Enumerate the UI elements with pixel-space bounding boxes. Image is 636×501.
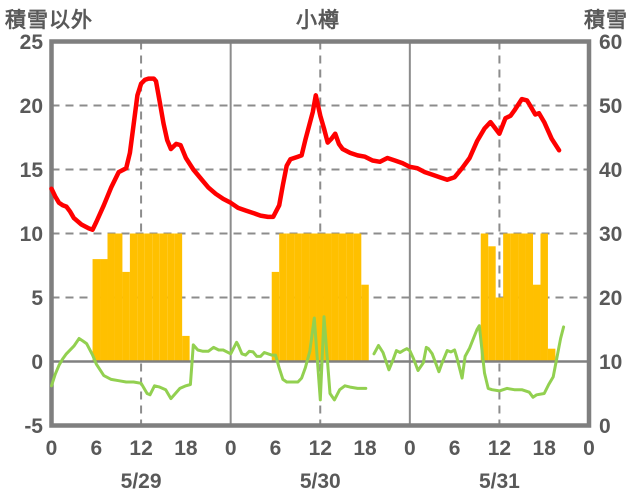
sunshine-bar	[144, 233, 153, 362]
left-axis-title: 積雪以外	[5, 9, 93, 32]
sunshine-bar	[174, 233, 183, 362]
sunshine-bar	[331, 233, 339, 362]
sunshine-bar	[137, 233, 145, 362]
sunshine-bar	[316, 233, 324, 362]
red-line	[49, 76, 562, 232]
green-line	[50, 315, 368, 402]
sunshine-bar	[518, 233, 526, 362]
sunshine-bar	[510, 233, 519, 362]
right-axis-tick: 30	[599, 223, 622, 246]
sunshine-bar	[159, 233, 168, 362]
green-line	[372, 324, 566, 399]
sunshine-bar	[525, 233, 534, 362]
sunshine-bar	[503, 233, 511, 362]
date-label: 5/29	[121, 470, 162, 493]
right-axis-tick: 20	[599, 287, 622, 310]
sunshine-bar	[309, 233, 317, 362]
left-axis-tick: 10	[20, 223, 43, 246]
left-axis-tick: 5	[31, 287, 43, 310]
right-axis-tick: 10	[599, 351, 622, 374]
sunshine-bar	[346, 233, 354, 362]
sunshine-bar	[92, 259, 101, 362]
sunshine-bar	[353, 233, 362, 362]
date-label: 5/30	[300, 470, 341, 493]
sunshine-bar	[547, 348, 556, 362]
hour-tick: 0	[583, 437, 595, 460]
hour-tick: 12	[309, 437, 332, 460]
hour-tick: 18	[533, 437, 557, 460]
sunshine-bar	[361, 284, 369, 362]
sunshine-bar	[271, 271, 280, 362]
sunshine-bar	[338, 233, 347, 362]
right-axis-tick: 0	[599, 415, 611, 438]
sunshine-bar	[301, 233, 310, 362]
sunshine-bar	[286, 233, 295, 362]
hour-tick: 12	[488, 437, 511, 460]
right-axis-tick: 40	[599, 159, 622, 182]
sunshine-bar	[279, 233, 287, 362]
left-axis-tick: -5	[24, 415, 43, 438]
hour-tick: 0	[225, 437, 237, 460]
left-axis-tick: 20	[20, 95, 43, 118]
sunshine-bar	[540, 233, 548, 362]
sunshine-bar	[107, 233, 115, 362]
hour-tick: 12	[129, 437, 152, 460]
left-axis-tick: 0	[31, 351, 43, 374]
date-label: 5/31	[479, 470, 520, 493]
sunshine-bar	[152, 233, 160, 362]
chart-title: 小樽	[296, 9, 340, 32]
sunshine-bar	[488, 246, 496, 362]
hour-tick: 0	[404, 437, 416, 460]
left-axis-tick: 15	[20, 159, 44, 182]
hour-tick: 18	[174, 437, 198, 460]
hour-tick: 18	[353, 437, 377, 460]
hour-tick: 0	[46, 437, 58, 460]
right-axis-title: 積雪	[584, 9, 628, 32]
plot-frame	[49, 39, 592, 428]
sunshine-bar	[495, 297, 504, 362]
right-axis-tick: 50	[599, 95, 622, 118]
hour-tick: 6	[270, 437, 282, 460]
hour-tick: 6	[90, 437, 102, 460]
sunshine-bar	[167, 233, 175, 362]
sunshine-bar	[294, 233, 302, 362]
sunshine-bar	[182, 335, 190, 362]
sunshine-bar	[114, 233, 123, 362]
hour-tick: 6	[449, 437, 461, 460]
right-axis-tick: 60	[599, 31, 622, 54]
sunshine-bar	[533, 284, 541, 362]
sunshine-bar	[480, 233, 489, 362]
left-axis-tick: 25	[20, 31, 44, 54]
sunshine-bar	[100, 259, 108, 362]
sunshine-bar	[323, 233, 332, 362]
sunshine-bar	[122, 271, 130, 362]
sunshine-bar	[129, 233, 138, 362]
